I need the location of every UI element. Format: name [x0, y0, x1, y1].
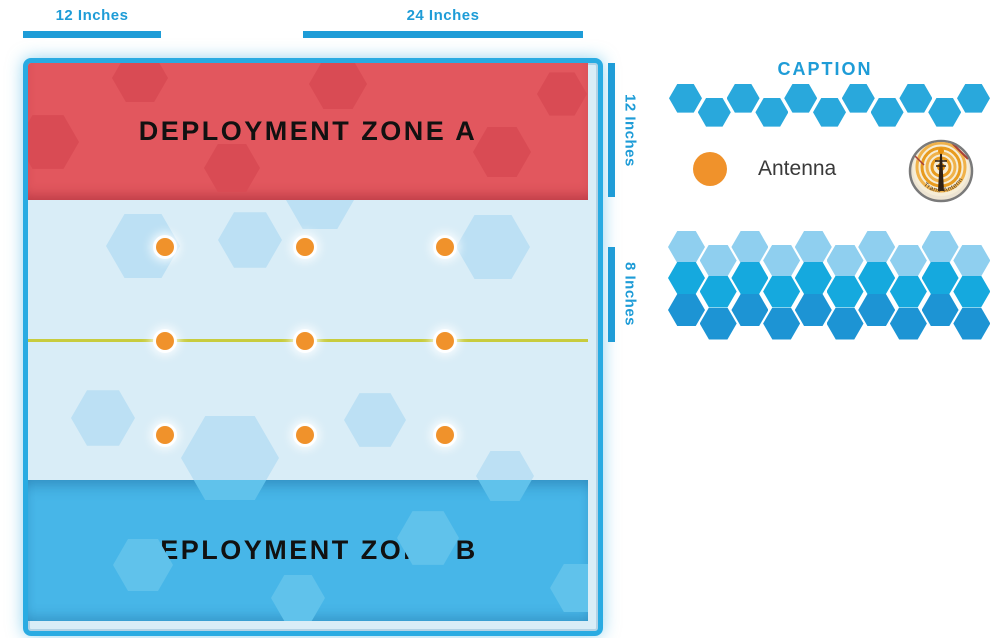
legend-hexagon [841, 84, 875, 113]
decor-hexagon [181, 415, 279, 480]
legend-hexagon [813, 98, 846, 127]
legend-cluster-hexagon [953, 275, 991, 308]
antenna-marker [436, 238, 454, 256]
legend-hexagon [928, 98, 962, 127]
antenna-marker [296, 238, 314, 256]
legend-hexagon [957, 84, 990, 113]
legend-cluster-hexagon [794, 231, 832, 264]
logo-radio-rings [913, 142, 969, 196]
legend-cluster-hexagon [668, 262, 705, 295]
legend-cluster-hexagon [731, 262, 769, 295]
legend-hexagon [755, 98, 789, 127]
legend-hexagon [899, 84, 933, 113]
legend-cluster-hexagon [668, 294, 705, 327]
antenna-marker [296, 332, 314, 350]
legend-hexagon [726, 84, 760, 113]
legend-cluster-hexagon [731, 294, 769, 327]
zone-b: DEPLOYMENT ZONE B [28, 480, 588, 621]
legend-cluster-hexagon [794, 262, 832, 295]
antenna-marker [156, 238, 174, 256]
top-ruler-24-bar [303, 31, 583, 38]
legend-cluster-hexagon [826, 307, 864, 340]
legend-hexagon [697, 98, 731, 127]
legend-cluster-hexagon [731, 231, 769, 264]
legend-cluster-hexagon [763, 307, 801, 340]
right-ruler-12-label: 12 Inches [621, 93, 639, 167]
decor-hexagon [476, 450, 534, 480]
legend-cluster-hexagon [953, 244, 991, 277]
antenna-marker [156, 332, 174, 350]
legend-cluster-hexagon [921, 294, 959, 327]
legend-cluster-hexagon [858, 294, 896, 327]
midfield [28, 200, 588, 480]
right-ruler-8-bar [608, 247, 615, 342]
legend-cluster-hexagon [699, 307, 737, 340]
legend-cluster-hexagon [921, 262, 959, 295]
top-ruler-12-label: 12 Inches [55, 7, 129, 24]
legend-cluster-hexagon [763, 244, 801, 277]
right-ruler-8-label: 8 Inches [621, 262, 639, 327]
top-ruler-24-label: 24 Inches [406, 7, 480, 24]
legend-cluster-hexagon [953, 307, 991, 340]
legend-title: CAPTION [777, 59, 873, 79]
decor-hexagon [113, 539, 173, 591]
decor-hexagon [456, 214, 530, 280]
legend-cluster-hexagon [921, 231, 959, 264]
top-ruler-12-bar [23, 31, 161, 38]
decor-hexagon [71, 390, 135, 446]
decor-hexagon [476, 480, 534, 502]
antenna-marker [436, 426, 454, 444]
legend-cluster-hexagon [699, 275, 737, 308]
legend-cluster-hexagon [794, 294, 832, 327]
antenna-logo-icon: Trans-Antenna [908, 139, 974, 203]
legend-hexagon [784, 84, 818, 113]
legend-cluster-hexagon [858, 231, 896, 264]
right-ruler-12-bar [608, 63, 615, 197]
decor-hexagon [286, 200, 354, 230]
zone-a: DEPLOYMENT ZONE A [28, 63, 588, 200]
legend-cluster-hexagon [826, 244, 864, 277]
legend-cluster-hexagon [889, 307, 927, 340]
zone-a-label: DEPLOYMENT ZONE A [138, 116, 478, 146]
antenna-marker [296, 426, 314, 444]
legend-cluster-hexagon [889, 244, 927, 277]
legend-cluster-hexagon [858, 262, 896, 295]
legend-cluster-hexagon [699, 244, 737, 277]
logo-antenna-mast [938, 152, 944, 191]
legend-cluster-hexagon [668, 231, 705, 264]
decor-hexagon [397, 511, 459, 565]
legend-cluster-hexagon [763, 275, 801, 308]
antenna-key-label: Antenna [758, 157, 837, 180]
decor-hexagon [218, 212, 282, 268]
legend-hexagon [669, 84, 702, 113]
decor-hexagon [181, 480, 279, 501]
legend-cluster-hexagon [826, 275, 864, 308]
legend-hexagon [870, 98, 904, 127]
antenna-marker [436, 332, 454, 350]
antenna-marker [156, 426, 174, 444]
legend-cluster-hexagon [889, 275, 927, 308]
antenna-key-icon [693, 152, 727, 186]
decor-hexagon [344, 393, 406, 447]
game-board: DEPLOYMENT ZONE A DEPLOYMENT ZONE B [23, 58, 603, 636]
